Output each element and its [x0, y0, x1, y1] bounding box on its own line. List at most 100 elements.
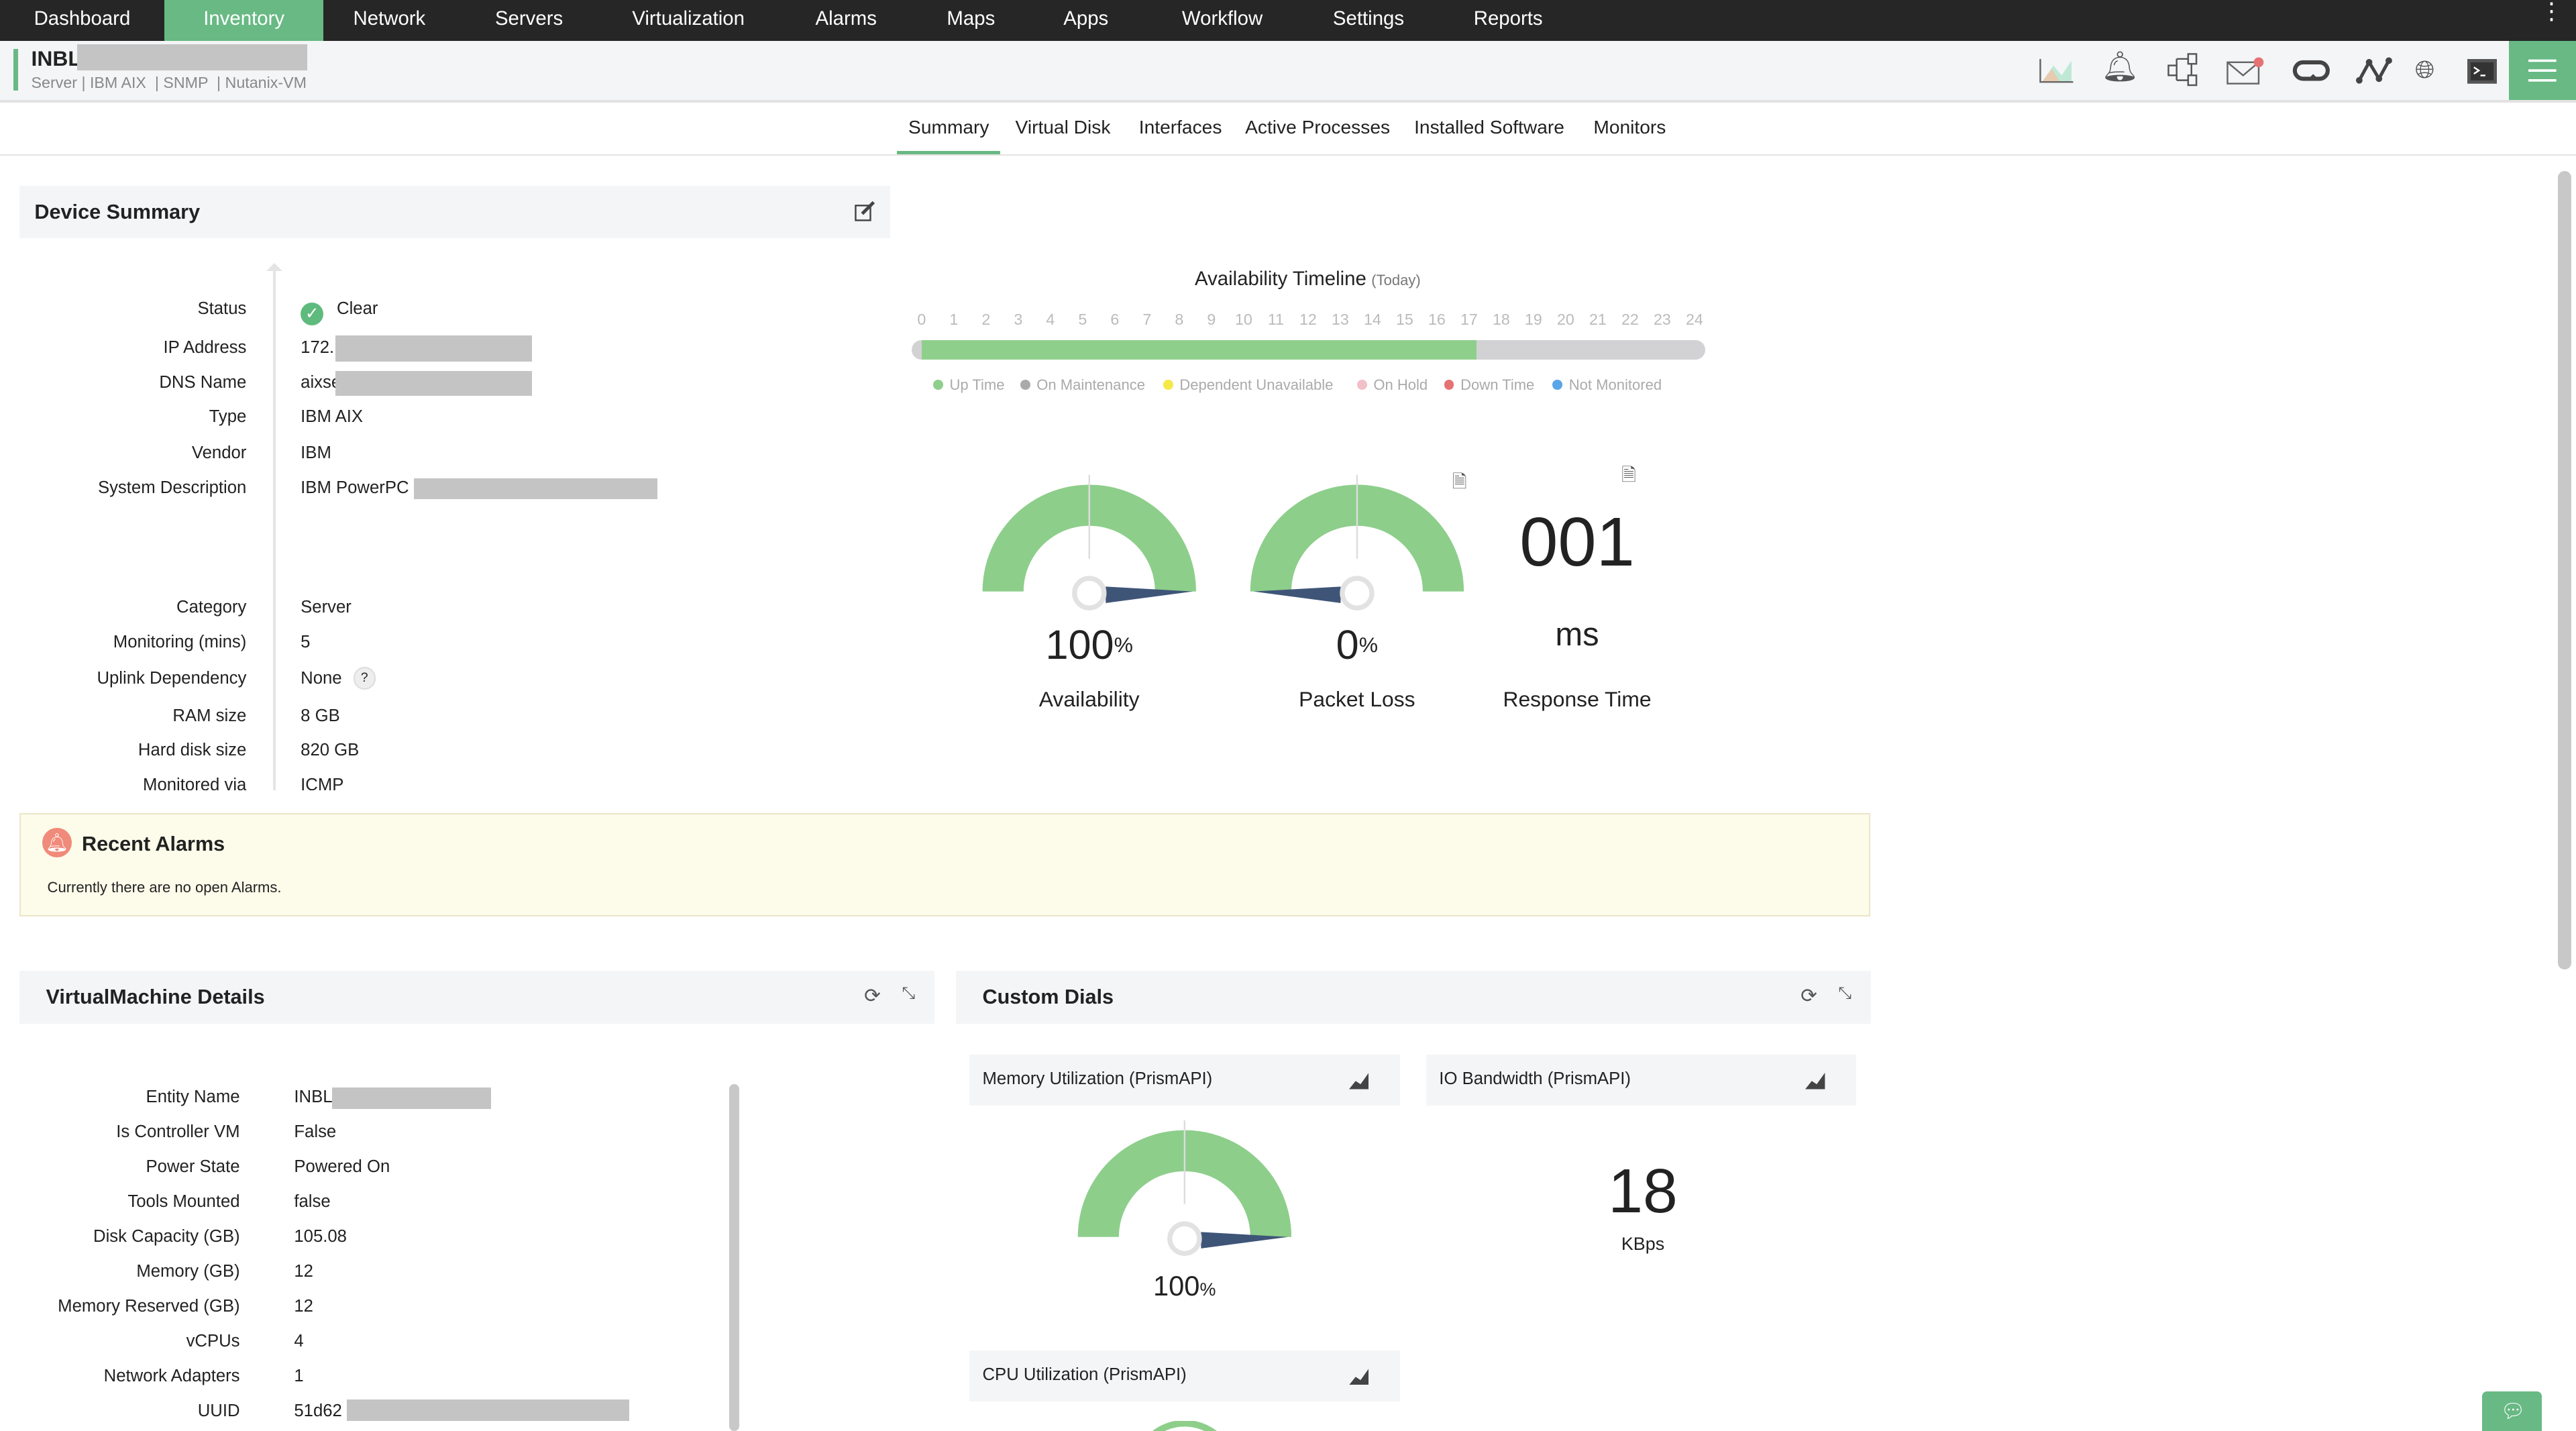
globe-icon[interactable]: 🌐︎	[2415, 56, 2435, 84]
redacted-block	[414, 478, 657, 500]
nav-item-servers[interactable]: Servers	[494, 7, 564, 30]
workflow-icon[interactable]	[2167, 52, 2200, 89]
field-label: Entity Name	[146, 1088, 240, 1107]
menu-button[interactable]	[2508, 41, 2576, 101]
help-icon[interactable]: ?	[353, 667, 376, 690]
nav-item-alarms[interactable]: Alarms	[815, 7, 877, 30]
field-value: None	[301, 668, 342, 688]
nav-item-maps[interactable]: Maps	[947, 7, 996, 30]
tab-virtual-disk[interactable]: Virtual Disk	[1015, 116, 1111, 138]
timeline-subtitle: (Today)	[1371, 272, 1421, 289]
expand-icon[interactable]: ⤡	[902, 984, 916, 1002]
legend-item: Up Time	[933, 376, 1005, 394]
panel-title: Device Summary	[34, 200, 201, 223]
field-value: 172.	[301, 338, 335, 358]
dial-title: IO Bandwidth (PrismAPI)	[1439, 1069, 1631, 1089]
scroll-divider[interactable]	[272, 271, 276, 790]
chart-icon[interactable]	[1348, 1369, 1368, 1385]
device-header: INBL Server | IBM AIX | SNMP | Nutanix-V…	[0, 41, 2576, 103]
field-value: Clear	[337, 299, 378, 318]
hour-tick: 8	[1175, 310, 1184, 328]
field-label: Network Adapters	[103, 1366, 240, 1385]
nav-item-inventory[interactable]: Inventory	[164, 0, 324, 42]
memory-value: 100	[1153, 1270, 1200, 1302]
hour-tick: 13	[1331, 310, 1349, 328]
expand-icon[interactable]: ⤡	[1838, 984, 1851, 1002]
field-value: 12	[294, 1261, 313, 1281]
hour-tick: 10	[1234, 310, 1252, 328]
field-label: vCPUs	[186, 1331, 240, 1350]
terminal-icon[interactable]	[2467, 59, 2498, 84]
field-value: Server	[301, 598, 352, 617]
availability-unit: %	[1114, 632, 1133, 657]
nav-item-network[interactable]: Network	[353, 7, 426, 30]
redacted-block	[335, 371, 533, 396]
field-value: IBM	[301, 443, 331, 463]
edit-icon[interactable]	[854, 201, 875, 222]
availability-readout: 100%	[1007, 621, 1171, 668]
tab-active-processes[interactable]: Active Processes	[1245, 116, 1391, 138]
legend-item: On Hold	[1356, 376, 1428, 394]
loop-icon[interactable]	[2292, 59, 2331, 82]
device-summary-header: Device Summary	[19, 185, 891, 239]
hour-tick: 12	[1299, 310, 1317, 328]
legend-item: Dependent Unavailable	[1163, 376, 1333, 394]
packet-loss-gauge-needle	[1253, 586, 1341, 603]
uptime-segment[interactable]	[921, 339, 1477, 360]
chart-icon[interactable]	[1348, 1073, 1368, 1090]
legend-label: Down Time	[1460, 376, 1535, 393]
packet-loss-gauge-hub	[1340, 576, 1375, 611]
report-icon[interactable]: 🗎	[1621, 465, 1636, 486]
hour-tick: 23	[1653, 310, 1671, 328]
field-value: aixse	[301, 372, 341, 392]
legend-dot-icon	[1020, 380, 1030, 390]
legend-dot-icon	[933, 380, 943, 390]
field-label: Category	[176, 598, 247, 617]
nav-item-workflow[interactable]: Workflow	[1181, 7, 1263, 30]
recent-alarms-panel: 🔔︎ Recent Alarms Currently there are no …	[19, 813, 1871, 916]
vm-scrollbar[interactable]	[729, 1084, 740, 1431]
tab-installed-software[interactable]: Installed Software	[1414, 116, 1564, 138]
field-label: Is Controller VM	[116, 1122, 240, 1142]
cpu-gauge	[1152, 1421, 1217, 1431]
dial-card-memory: Memory Utilization (PrismAPI)	[969, 1055, 1400, 1106]
alarm-bell-icon[interactable]: 🔔︎	[2101, 50, 2139, 84]
nav-item-settings[interactable]: Settings	[1332, 7, 1405, 30]
hour-tick: 19	[1524, 310, 1542, 328]
gauges	[982, 474, 1464, 611]
refresh-icon[interactable]: ⟳	[864, 984, 881, 1007]
device-summary-body: Status ✓ Clear IP Address 172. DNS Name aixse T…	[0, 263, 920, 790]
field-label: IP Address	[163, 338, 247, 358]
graph-icon[interactable]	[2039, 56, 2075, 85]
nav-item-virtualization[interactable]: Virtualization	[632, 7, 745, 30]
field-value: 4	[294, 1331, 304, 1350]
chart-icon[interactable]	[1805, 1073, 1825, 1090]
more-options-icon[interactable]: ⋮	[2540, 0, 2563, 24]
legend-dot-icon	[1163, 380, 1173, 390]
report-icon[interactable]: 🗎	[1452, 471, 1467, 492]
hour-tick: 21	[1589, 310, 1607, 328]
response-time-value: 001	[1519, 503, 1635, 581]
tab-monitors[interactable]: Monitors	[1593, 116, 1666, 138]
redacted-block	[331, 1088, 492, 1110]
nav-item-reports[interactable]: Reports	[1473, 7, 1543, 30]
hour-tick: 15	[1395, 310, 1413, 328]
nav-item-dashboard[interactable]: Dashboard	[34, 7, 131, 30]
scroll-up-arrow-icon[interactable]	[266, 263, 282, 271]
field-label: Memory (GB)	[136, 1261, 240, 1281]
mail-icon[interactable]	[2226, 56, 2265, 85]
nav-item-apps[interactable]: Apps	[1063, 7, 1109, 30]
tab-interfaces[interactable]: Interfaces	[1138, 116, 1222, 138]
redacted-block	[335, 335, 533, 362]
field-value: IBM PowerPC	[301, 478, 409, 497]
hour-tick: 16	[1428, 310, 1446, 328]
refresh-icon[interactable]: ⟳	[1801, 984, 1817, 1007]
chat-button[interactable]: 💬︎	[2482, 1391, 2542, 1431]
legend-item: Not Monitored	[1552, 376, 1662, 394]
tab-summary[interactable]: Summary	[908, 116, 989, 138]
panel-title: VirtualMachine Details	[46, 986, 265, 1009]
field-value: ICMP	[301, 775, 344, 790]
trend-icon[interactable]	[2355, 56, 2392, 85]
page-scrollbar[interactable]	[2558, 170, 2571, 969]
device-subtitle: Server | IBM AIX | SNMP | Nutanix-VM	[31, 74, 307, 92]
